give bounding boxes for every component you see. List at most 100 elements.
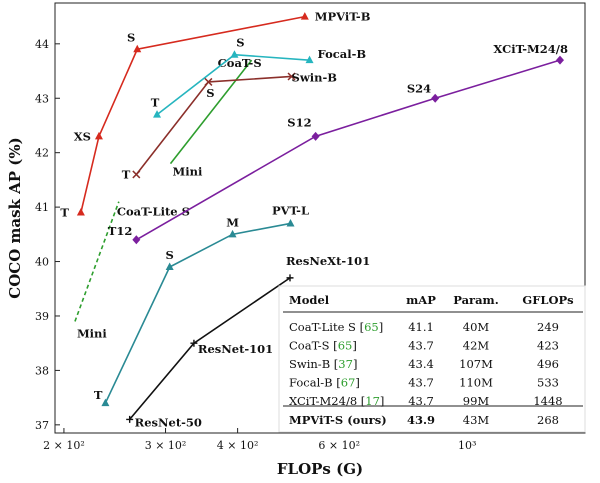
x-tick-label: 10³ bbox=[458, 439, 476, 452]
point-label: S bbox=[127, 30, 135, 44]
point-label: XCiT-M24/8 bbox=[493, 42, 568, 56]
series-line bbox=[74, 201, 120, 322]
data-point bbox=[305, 55, 314, 64]
data-point bbox=[230, 50, 239, 58]
table-cell-param: 107M bbox=[459, 357, 493, 371]
table-cell-map: 43.7 bbox=[408, 339, 434, 353]
table-cell-gflops: 423 bbox=[537, 339, 559, 353]
point-label: Mini bbox=[77, 326, 107, 340]
data-point bbox=[153, 110, 162, 118]
table-cell-gflops: 268 bbox=[537, 413, 559, 427]
x-tick-label: 6 × 10² bbox=[318, 439, 360, 452]
data-point bbox=[555, 55, 564, 65]
y-tick-label: 38 bbox=[35, 364, 49, 377]
point-label: Focal-B bbox=[318, 47, 367, 61]
table-cell-map: 43.7 bbox=[408, 394, 434, 408]
series-mpvit: T XS S MPViT-B bbox=[60, 10, 370, 220]
data-point bbox=[94, 131, 103, 140]
y-tick-label: 41 bbox=[35, 201, 49, 214]
table-header: Param. bbox=[453, 293, 498, 307]
table-cell-gflops: 249 bbox=[537, 320, 559, 334]
point-label: S bbox=[206, 86, 214, 100]
table-cell-map: 43.7 bbox=[408, 376, 434, 390]
table-cell-model: CoaT-S [65] bbox=[289, 339, 357, 353]
series-line bbox=[169, 59, 253, 165]
data-point bbox=[165, 262, 174, 270]
table-cell-gflops: 533 bbox=[537, 376, 559, 390]
point-label: ResNet-101 bbox=[198, 342, 273, 356]
point-label: PVT-L bbox=[272, 203, 309, 217]
series-coat-lite-s: Mini CoaT-Lite S bbox=[74, 201, 190, 340]
table-cell-map: 43.4 bbox=[408, 357, 434, 371]
point-label: XS bbox=[74, 129, 91, 143]
point-label: T bbox=[60, 206, 69, 220]
table-cell-model: Swin-B [37] bbox=[289, 357, 357, 371]
data-point bbox=[133, 44, 142, 53]
x-tick-label: 2 × 10² bbox=[43, 439, 85, 452]
y-axis-label: COCO mask AP (%) bbox=[6, 137, 24, 298]
table-cell-param: 110M bbox=[459, 376, 493, 390]
data-point bbox=[287, 72, 296, 81]
point-label: T bbox=[94, 388, 103, 402]
point-label: S12 bbox=[287, 115, 311, 129]
table-cell-map: 41.1 bbox=[408, 320, 434, 334]
table-cell-gflops: 496 bbox=[537, 357, 559, 371]
x-axis-label: FLOPs (G) bbox=[277, 460, 363, 478]
y-tick-label: 44 bbox=[35, 38, 49, 51]
table-cell-param: 40M bbox=[463, 320, 490, 334]
data-point bbox=[204, 77, 213, 86]
data-point bbox=[300, 12, 309, 20]
data-point bbox=[311, 131, 320, 141]
data-point bbox=[190, 339, 198, 347]
series-swin-b: T S Swin-B bbox=[122, 70, 337, 181]
table-header: Model bbox=[289, 293, 330, 307]
y-tick-label: 42 bbox=[35, 147, 49, 160]
point-label: T bbox=[151, 96, 160, 110]
data-point bbox=[431, 93, 440, 103]
table-cell-model: CoaT-Lite S [65] bbox=[289, 320, 383, 334]
x-tick-label: 3 × 10² bbox=[145, 439, 187, 452]
data-point bbox=[132, 235, 141, 245]
data-point bbox=[286, 218, 295, 227]
table-header: mAP bbox=[406, 293, 436, 307]
point-label: Swin-B bbox=[292, 70, 338, 84]
table-cell-map: 43.9 bbox=[407, 413, 435, 427]
series-pvt-l: T S M PVT-L bbox=[94, 203, 309, 407]
series-focal-b: T S Focal-B bbox=[151, 36, 367, 118]
data-point bbox=[132, 170, 141, 179]
point-label: ResNeXt-101 bbox=[286, 254, 370, 268]
table-cell-param: 42M bbox=[463, 339, 490, 353]
axes: 37 38 39 40 41 42 43 44 2 × 10² 3 × 10² 4 × 10² 6 ×… bbox=[35, 38, 476, 452]
table-cell-gflops: 1448 bbox=[533, 394, 562, 408]
point-label: MPViT-B bbox=[315, 10, 371, 24]
point-label: T bbox=[122, 167, 131, 181]
point-label: T12 bbox=[108, 224, 133, 238]
table-cell-param: 99M bbox=[463, 394, 490, 408]
series-xcit-m24-8: T12 S12 S24 XCiT-M24/8 bbox=[108, 42, 568, 245]
table-cell-model: MPViT-S (ours) bbox=[289, 413, 387, 427]
data-point bbox=[286, 274, 294, 282]
y-tick-label: 39 bbox=[35, 310, 49, 323]
data-point bbox=[228, 229, 237, 238]
y-tick-label: 37 bbox=[35, 419, 49, 432]
y-tick-label: 43 bbox=[35, 92, 49, 105]
data-point bbox=[126, 415, 134, 423]
series-resnext: ResNet-50 ResNet-101 ResNeXt-101 bbox=[126, 254, 370, 429]
point-label: S bbox=[166, 248, 174, 262]
table-cell-model: Focal-B [67] bbox=[289, 376, 360, 390]
series-line bbox=[104, 222, 291, 404]
point-label: CoaT-Lite S bbox=[117, 205, 190, 219]
table-header: GFLOPs bbox=[522, 293, 573, 307]
table-cell-model: XCiT-M24/8 [17] bbox=[289, 394, 384, 408]
y-tick-label: 40 bbox=[35, 256, 49, 269]
point-label: M bbox=[226, 215, 239, 229]
point-label: S24 bbox=[407, 81, 431, 95]
point-label: S bbox=[236, 36, 244, 50]
data-point bbox=[101, 398, 110, 407]
series-line bbox=[80, 15, 305, 213]
x-tick-label: 4 × 10² bbox=[217, 439, 259, 452]
point-label: Mini bbox=[172, 165, 202, 179]
summary-table: Model mAP Param. GFLOPs CoaT-Lite S [65] 41.1… bbox=[278, 285, 586, 433]
